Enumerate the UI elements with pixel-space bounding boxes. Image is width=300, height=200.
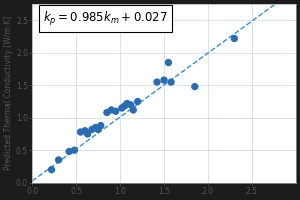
Point bbox=[93, 126, 98, 129]
Point bbox=[154, 80, 159, 84]
Point bbox=[122, 104, 127, 108]
Point bbox=[85, 132, 90, 136]
Point bbox=[128, 103, 133, 106]
Point bbox=[192, 85, 197, 88]
Point bbox=[104, 111, 109, 114]
Point bbox=[49, 168, 54, 171]
Y-axis label: Predicted Thermal Conductivity [W/m·K]: Predicted Thermal Conductivity [W/m·K] bbox=[4, 16, 13, 170]
Point bbox=[162, 79, 167, 82]
Point bbox=[232, 37, 237, 40]
Point bbox=[169, 80, 173, 84]
Point bbox=[56, 158, 61, 162]
Point bbox=[96, 128, 100, 131]
Point bbox=[166, 61, 171, 64]
Point bbox=[119, 106, 124, 110]
Point bbox=[109, 108, 114, 112]
Text: $k_p = 0.985k_m + 0.027$: $k_p = 0.985k_m + 0.027$ bbox=[43, 10, 167, 28]
Point bbox=[78, 130, 83, 134]
Point bbox=[72, 149, 77, 152]
Point bbox=[98, 124, 103, 127]
Point bbox=[125, 102, 130, 105]
Point bbox=[67, 150, 71, 153]
Point bbox=[131, 108, 136, 112]
Point bbox=[135, 100, 140, 103]
Point bbox=[113, 110, 118, 113]
Point bbox=[90, 128, 94, 131]
Point bbox=[82, 129, 87, 132]
